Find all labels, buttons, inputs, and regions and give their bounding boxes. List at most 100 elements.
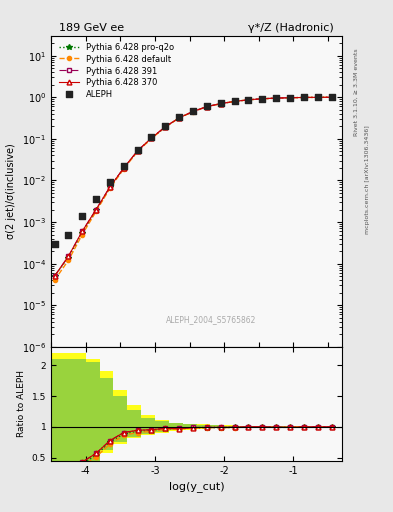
Pythia 6.428 default [329, 94, 334, 100]
ALEPH [231, 97, 238, 105]
Pythia 6.428 391 [301, 94, 306, 100]
Pythia 6.428 370 [232, 98, 237, 104]
ALEPH [314, 93, 321, 101]
Pythia 6.428 default [315, 94, 320, 100]
Pythia 6.428 370 [219, 100, 223, 106]
ALEPH [301, 93, 307, 101]
Pythia 6.428 pro-q2o [232, 98, 237, 104]
Pythia 6.428 pro-q2o [204, 103, 209, 110]
Pythia 6.428 391 [329, 94, 334, 100]
Pythia 6.428 370 [274, 95, 279, 101]
Line: Pythia 6.428 370: Pythia 6.428 370 [52, 95, 334, 279]
Line: Pythia 6.428 default: Pythia 6.428 default [53, 95, 334, 282]
Text: γ*/Z (Hadronic): γ*/Z (Hadronic) [248, 23, 334, 33]
Pythia 6.428 pro-q2o [191, 109, 195, 115]
Pythia 6.428 pro-q2o [274, 95, 279, 101]
Pythia 6.428 default [232, 98, 237, 104]
Pythia 6.428 370 [135, 147, 140, 154]
Pythia 6.428 370 [66, 253, 71, 260]
Pythia 6.428 pro-q2o [288, 95, 292, 101]
ALEPH [190, 107, 196, 115]
Pythia 6.428 pro-q2o [121, 165, 126, 172]
ALEPH [107, 178, 113, 186]
Pythia 6.428 pro-q2o [260, 96, 264, 102]
Pythia 6.428 pro-q2o [94, 207, 99, 214]
Pythia 6.428 370 [315, 94, 320, 100]
Pythia 6.428 391 [80, 228, 84, 234]
Pythia 6.428 391 [135, 147, 140, 154]
Pythia 6.428 default [219, 100, 223, 106]
Pythia 6.428 default [288, 95, 292, 101]
X-axis label: log(y_cut): log(y_cut) [169, 481, 224, 492]
Pythia 6.428 391 [246, 97, 251, 103]
Pythia 6.428 pro-q2o [80, 230, 84, 236]
Pythia 6.428 default [80, 231, 84, 238]
Pythia 6.428 370 [246, 97, 251, 103]
Pythia 6.428 default [52, 277, 57, 283]
Pythia 6.428 370 [260, 96, 264, 102]
ALEPH [176, 113, 182, 121]
Pythia 6.428 default [121, 166, 126, 172]
Text: 189 GeV ee: 189 GeV ee [59, 23, 124, 33]
Pythia 6.428 370 [149, 135, 154, 141]
Pythia 6.428 default [94, 208, 99, 215]
ALEPH [51, 240, 58, 248]
Pythia 6.428 391 [177, 115, 182, 121]
ALEPH [287, 94, 293, 102]
Pythia 6.428 370 [191, 109, 195, 115]
Line: Pythia 6.428 pro-q2o: Pythia 6.428 pro-q2o [52, 95, 334, 279]
ALEPH [204, 102, 210, 111]
Pythia 6.428 default [149, 136, 154, 142]
Pythia 6.428 391 [66, 253, 71, 260]
Text: ALEPH_2004_S5765862: ALEPH_2004_S5765862 [166, 315, 256, 324]
Pythia 6.428 pro-q2o [246, 97, 251, 103]
Pythia 6.428 pro-q2o [219, 100, 223, 106]
Pythia 6.428 pro-q2o [329, 94, 334, 100]
Legend: Pythia 6.428 pro-q2o, Pythia 6.428 default, Pythia 6.428 391, Pythia 6.428 370, : Pythia 6.428 pro-q2o, Pythia 6.428 defau… [55, 40, 178, 102]
Pythia 6.428 pro-q2o [149, 135, 154, 141]
Pythia 6.428 391 [219, 100, 223, 106]
ALEPH [79, 212, 85, 220]
Pythia 6.428 391 [149, 135, 154, 141]
Pythia 6.428 391 [191, 109, 195, 115]
Pythia 6.428 391 [94, 206, 99, 212]
Pythia 6.428 391 [315, 94, 320, 100]
Pythia 6.428 391 [52, 273, 57, 279]
Pythia 6.428 391 [163, 123, 168, 130]
Pythia 6.428 default [163, 124, 168, 130]
ALEPH [162, 122, 169, 131]
Pythia 6.428 pro-q2o [177, 115, 182, 121]
Pythia 6.428 391 [274, 95, 279, 101]
Pythia 6.428 pro-q2o [52, 273, 57, 279]
Line: Pythia 6.428 391: Pythia 6.428 391 [52, 95, 334, 279]
Pythia 6.428 370 [121, 165, 126, 171]
Pythia 6.428 370 [329, 94, 334, 100]
Pythia 6.428 370 [94, 206, 99, 212]
Pythia 6.428 pro-q2o [108, 184, 112, 190]
Pythia 6.428 391 [121, 165, 126, 171]
Pythia 6.428 370 [288, 95, 292, 101]
ALEPH [259, 95, 265, 103]
Text: Rivet 3.1.10, ≥ 3.3M events: Rivet 3.1.10, ≥ 3.3M events [354, 48, 359, 136]
ALEPH [148, 133, 154, 141]
Pythia 6.428 391 [260, 96, 264, 102]
Pythia 6.428 370 [108, 184, 112, 190]
Pythia 6.428 370 [80, 228, 84, 234]
Pythia 6.428 pro-q2o [66, 254, 71, 261]
ALEPH [245, 96, 252, 104]
Pythia 6.428 default [108, 185, 112, 191]
Pythia 6.428 pro-q2o [135, 148, 140, 154]
Pythia 6.428 default [177, 115, 182, 121]
ALEPH [134, 145, 141, 154]
Pythia 6.428 default [191, 109, 195, 115]
Pythia 6.428 pro-q2o [163, 124, 168, 130]
Pythia 6.428 391 [232, 98, 237, 104]
Text: mcplots.cern.ch [arXiv:1306.3436]: mcplots.cern.ch [arXiv:1306.3436] [365, 125, 371, 233]
Y-axis label: Ratio to ALEPH: Ratio to ALEPH [17, 370, 26, 437]
ALEPH [329, 93, 335, 101]
Pythia 6.428 default [260, 96, 264, 102]
Pythia 6.428 default [301, 94, 306, 100]
Pythia 6.428 default [135, 148, 140, 155]
Pythia 6.428 391 [204, 103, 209, 110]
Pythia 6.428 391 [288, 95, 292, 101]
